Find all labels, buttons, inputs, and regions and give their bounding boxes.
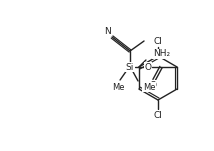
Text: NH₂: NH₂ <box>153 50 170 58</box>
Text: Me: Me <box>143 82 156 92</box>
Text: Cl: Cl <box>154 111 162 119</box>
Text: O: O <box>150 80 157 90</box>
Text: Cl: Cl <box>154 37 162 45</box>
Text: N: N <box>104 27 110 37</box>
Text: Si: Si <box>126 63 134 72</box>
Text: O: O <box>144 63 152 72</box>
Text: Me: Me <box>112 82 124 92</box>
